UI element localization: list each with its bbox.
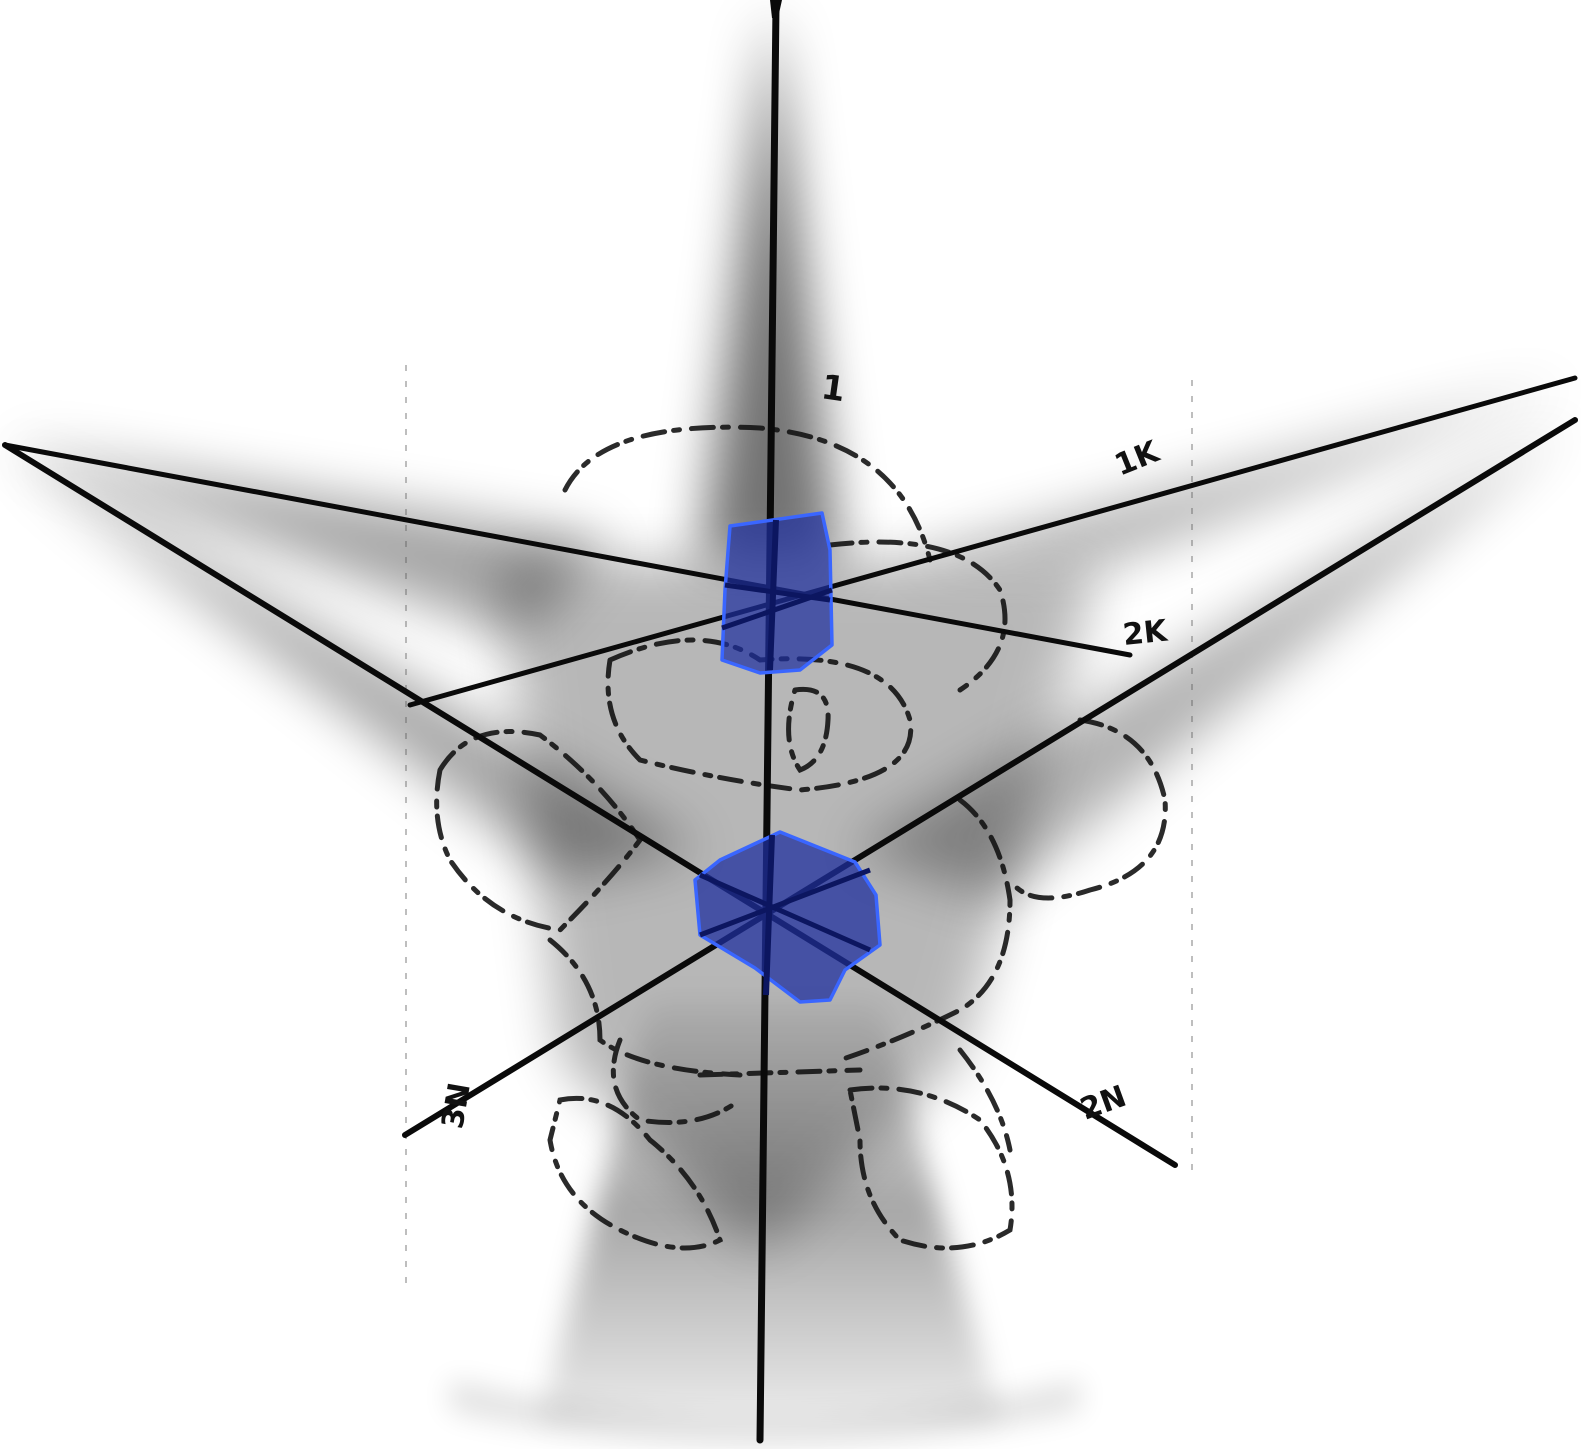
contour-lower-left-lobe: [547, 1095, 724, 1251]
contour-right-wing: [1007, 717, 1168, 901]
cubes: [693, 511, 882, 1004]
contour-upper-right-lobe: [827, 539, 1008, 693]
contour-lower-right-inner: [957, 1047, 1013, 1153]
contour-left-wing: [434, 729, 644, 933]
label-lower-left-axis: 3N: [435, 1080, 477, 1131]
axis-right-lower: [402, 417, 1578, 1138]
shadow-wedge-left: [5, 445, 610, 640]
cube-lower-edge-right: [699, 867, 871, 938]
shadow-wedge-bottom: [540, 1000, 1000, 1420]
cube-lower-edge-vertical: [763, 834, 775, 996]
contour-mid-lobe: [605, 637, 914, 793]
axis-left-upper: [2, 442, 1133, 658]
axis-right-upper: [407, 375, 1578, 708]
cube-lower-edge-left: [698, 872, 872, 953]
contour-center-dash: [697, 1067, 863, 1078]
axis-left-lower: [2, 442, 1178, 1168]
axis-vertical-tip: [770, 0, 782, 18]
contour-lower-left-inner: [610, 1037, 743, 1125]
cube-upper-edge-vertical: [767, 519, 779, 671]
contour-center-small: [786, 686, 831, 774]
label-mid-right-axis: 2K: [1121, 613, 1170, 653]
contour-right-mid: [837, 797, 1013, 1063]
label-vertical-axis: 1: [819, 367, 848, 410]
contour-left-mid: [547, 937, 743, 1078]
contour-lower-right-lobe: [847, 1085, 1015, 1251]
shadow-bottom-arc: [450, 1380, 1080, 1445]
axis-vertical: [756, 1, 780, 1444]
cube-lower: [693, 830, 882, 1004]
contour-upper-lobe: [562, 424, 933, 563]
sketch-contours: [434, 424, 1168, 1251]
cube-upper-edge-right: [721, 587, 833, 631]
cube-upper: [720, 511, 834, 675]
cube-lower-body: [693, 830, 882, 1004]
